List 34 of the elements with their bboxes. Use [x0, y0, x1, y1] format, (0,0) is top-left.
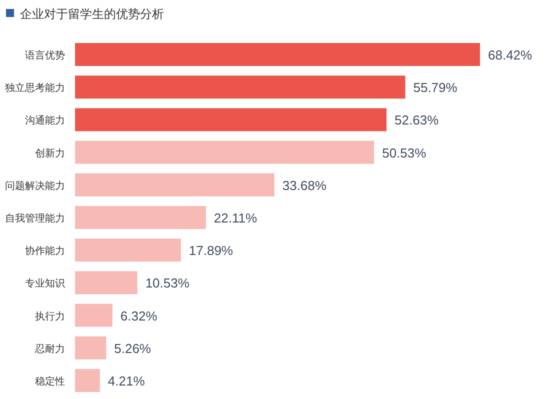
- data-label: 68.42%: [488, 48, 533, 62]
- data-label: 33.68%: [282, 178, 327, 193]
- bar: [75, 369, 100, 392]
- y-tick-label: 创新力: [35, 147, 65, 160]
- y-tick-label: 忍耐力: [34, 342, 65, 355]
- y-tick-label: 自我管理能力: [5, 212, 65, 224]
- data-label: 10.53%: [145, 276, 190, 291]
- bar: [75, 108, 387, 132]
- bar: [75, 271, 138, 294]
- chart-title: 企业对于留学生的优势分析: [20, 7, 164, 21]
- y-tick-label: 语言优势: [25, 50, 65, 62]
- data-label: 6.32%: [120, 308, 158, 324]
- data-label: 17.89%: [188, 243, 234, 258]
- bar: [75, 304, 112, 327]
- y-tick-label: 独立思考能力: [5, 82, 65, 94]
- y-tick-label: 协作能力: [25, 245, 65, 258]
- y-tick-label: 沟通能力: [25, 114, 65, 127]
- data-label: 50.53%: [382, 145, 427, 160]
- data-label: 22.11%: [214, 210, 258, 226]
- bar: [75, 173, 274, 196]
- data-label: 55.79%: [413, 80, 458, 96]
- data-label: 52.63%: [394, 112, 440, 128]
- data-label: 4.21%: [108, 374, 146, 388]
- bar: [75, 238, 181, 262]
- bar: [75, 140, 374, 164]
- y-tick-label: 问题解决能力: [5, 180, 65, 192]
- bar: [75, 76, 406, 99]
- bar: [75, 206, 206, 229]
- bar: [75, 336, 106, 360]
- data-label: 5.26%: [114, 340, 152, 356]
- y-tick-label: 专业知识: [25, 278, 65, 290]
- y-tick-label: 稳定性: [35, 376, 65, 388]
- bar: [75, 43, 480, 66]
- y-tick-label: 执行力: [35, 310, 65, 322]
